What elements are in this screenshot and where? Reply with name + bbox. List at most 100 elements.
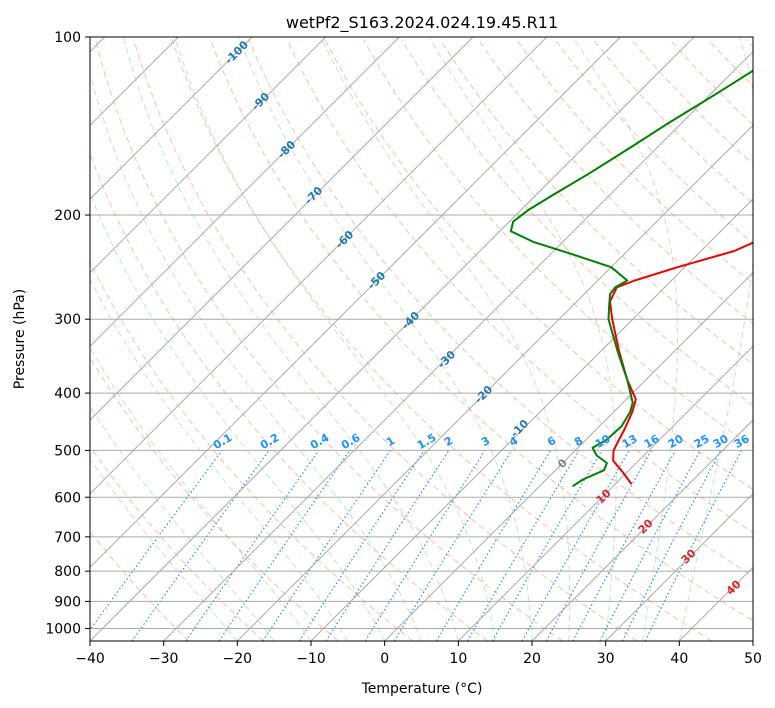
dry-adiabat: [745, 38, 753, 48]
dry-adiabat: [90, 445, 264, 641]
x-axis-label: Temperature (°C): [361, 681, 483, 697]
mixing-ratio-label: 1: [384, 434, 397, 449]
mixing-ratio-label: 3: [479, 434, 492, 449]
x-tick-label: −20: [223, 651, 253, 667]
moist-adiabat: [90, 405, 275, 641]
isotherm-line: [90, 37, 474, 421]
dry-adiabat: [286, 39, 753, 534]
dry-adiabat: [90, 152, 488, 641]
isotherm-line: [384, 271, 753, 641]
profile-lines: [509, 69, 753, 488]
dry-adiabat: [90, 260, 414, 641]
isotherm-line: [163, 50, 753, 641]
mixing-ratio-line: [185, 450, 320, 641]
isotherm-line: [531, 419, 753, 641]
isotherm-line: [90, 37, 400, 348]
dry-adiabat: [401, 39, 753, 407]
y-axis-label: Pressure (hPa): [12, 289, 28, 389]
dry-adiabat: [90, 356, 339, 641]
isotherm-line: [90, 37, 621, 569]
isotherm-line: [310, 198, 753, 641]
temperature-profile-line: [609, 241, 753, 485]
moist-adiabat: [90, 458, 238, 641]
isotherm-line: [752, 640, 753, 641]
mixing-ratio-line: [298, 450, 425, 641]
moist-adiabat: [90, 346, 312, 641]
y-tick-label: 900: [54, 594, 81, 610]
x-tick-label: 0: [380, 651, 389, 667]
mixing-ratio-line: [545, 450, 652, 641]
dry-adiabat: [90, 530, 190, 641]
mixing-ratio-line: [325, 450, 450, 641]
mixing-ratio-label: 8: [572, 434, 585, 449]
isotherm-line: [236, 124, 753, 641]
mixing-ratio-line: [644, 450, 743, 641]
isotherm-line: [90, 37, 548, 495]
x-tick-label: 30: [597, 651, 615, 667]
y-axis: 100 200 300 400 500 600 700 800 900 1000: [45, 30, 90, 637]
x-tick-label: −10: [296, 651, 326, 667]
chart-title: wetPf2_S163.2024.024.19.45.R11: [286, 13, 558, 33]
mixing-ratio-line: [572, 450, 677, 641]
moist-adiabat: [572, 37, 678, 641]
mixing-ratio-line: [466, 450, 580, 641]
dry-adiabat: [248, 39, 753, 577]
isotherm-line: [678, 566, 753, 641]
mixing-ratio-line: [364, 450, 486, 641]
dry-adiabat: [477, 39, 753, 325]
dewpoint-profile-line: [509, 69, 753, 488]
dry-adiabat: [324, 39, 753, 491]
isotherm-line: [90, 37, 695, 641]
mixing-ratio-line: [621, 450, 722, 641]
mixing-ratio-label: 0.4: [308, 431, 332, 452]
moist-adiabat: [90, 277, 349, 641]
mixing-ratio-label: 20: [666, 432, 686, 451]
y-tick-label: 500: [54, 443, 81, 459]
mixing-ratio-label: 2: [442, 434, 455, 449]
isotherm-line: [605, 492, 753, 641]
mixing-ratio-line: [435, 450, 552, 641]
y-tick-label: 1000: [45, 621, 81, 637]
isotherm-line: [90, 37, 253, 200]
x-tick-label: −30: [149, 651, 179, 667]
mixing-ratio-label: 16: [642, 432, 662, 451]
moist-adiabat: [123, 37, 459, 641]
grid-lines: [90, 37, 753, 641]
warm-isotherm-label: 40: [724, 577, 744, 597]
x-tick-label: 20: [523, 651, 541, 667]
dry-adiabat: [133, 39, 638, 641]
x-axis: −40 −30 −20 −10 0 10 20 30 40 50: [75, 641, 762, 667]
x-tick-label: −40: [75, 651, 105, 667]
mixing-ratio-line: [521, 450, 630, 641]
dry-adiabat: [171, 39, 712, 641]
dry-adiabat: [554, 38, 753, 244]
mixing-ratio-label: 13: [620, 432, 640, 451]
plot-frame: [89, 36, 754, 642]
background-lines: [90, 37, 753, 641]
moist-adiabat: [428, 37, 617, 641]
mixing-ratio-label: 30: [711, 432, 731, 451]
y-tick-label: 400: [54, 386, 81, 402]
moist-adiabat: [90, 192, 386, 641]
y-tick-label: 200: [54, 208, 81, 224]
dry-adiabat: [515, 39, 753, 284]
x-tick-label: 40: [670, 651, 688, 667]
moist-adiabat: [238, 37, 533, 641]
mixing-ratio-line: [90, 450, 223, 631]
dry-adiabat: [592, 38, 753, 205]
moist-adiabat: [678, 37, 753, 641]
mixing-ratio-label: 0.1: [211, 431, 234, 452]
mixing-ratio-label: 0.6: [339, 431, 363, 452]
x-tick-label: 10: [449, 651, 467, 667]
mixing-ratio-label: 1.5: [415, 431, 438, 452]
mixing-ratio-line: [393, 450, 513, 641]
mixing-ratio-label: 6: [545, 434, 558, 449]
mixing-ratio-label: 0.2: [258, 431, 281, 452]
moist-adiabat: [174, 37, 496, 641]
x-tick-label: 50: [744, 651, 762, 667]
y-tick-label: 100: [54, 30, 81, 46]
moist-adiabat: [90, 71, 422, 641]
warm-isotherm-label: 30: [679, 546, 699, 566]
mixing-ratio-line: [262, 450, 391, 641]
